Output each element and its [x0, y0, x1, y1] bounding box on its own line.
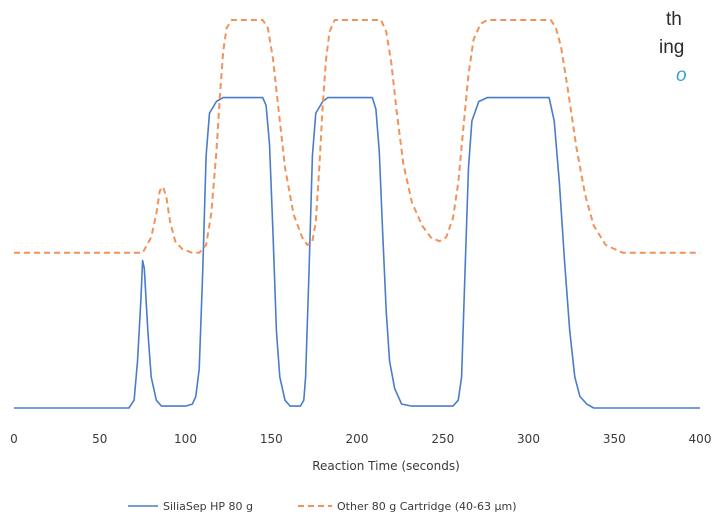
series-line-1 [14, 19, 700, 254]
x-tick-label: 0 [10, 432, 18, 446]
legend-label-siliasep: SiliaSep HP 80 g [163, 500, 253, 513]
x-tick-label: 100 [174, 432, 197, 446]
x-tick-label: 350 [603, 432, 626, 446]
x-tick-label: 200 [346, 432, 369, 446]
plot-area [14, 19, 700, 409]
x-axis-title: Reaction Time (seconds) [312, 459, 460, 473]
legend-label-other-cartridge: Other 80 g Cartridge (40-63 µm) [337, 500, 517, 513]
text-fragment-2: ing [659, 37, 685, 58]
text-fragment-3: o [676, 65, 687, 86]
series-line-0 [14, 96, 700, 409]
text-fragment-1: th [666, 9, 682, 30]
x-axis-ticks: 0 50 100 150 200 250 300 350 400 [10, 432, 711, 446]
legend: SiliaSep HP 80 g Other 80 g Cartridge (4… [128, 500, 517, 513]
x-tick-label: 50 [92, 432, 107, 446]
x-tick-label: 300 [517, 432, 540, 446]
x-tick-label: 400 [689, 432, 712, 446]
x-tick-label: 250 [431, 432, 454, 446]
x-tick-label: 150 [260, 432, 283, 446]
